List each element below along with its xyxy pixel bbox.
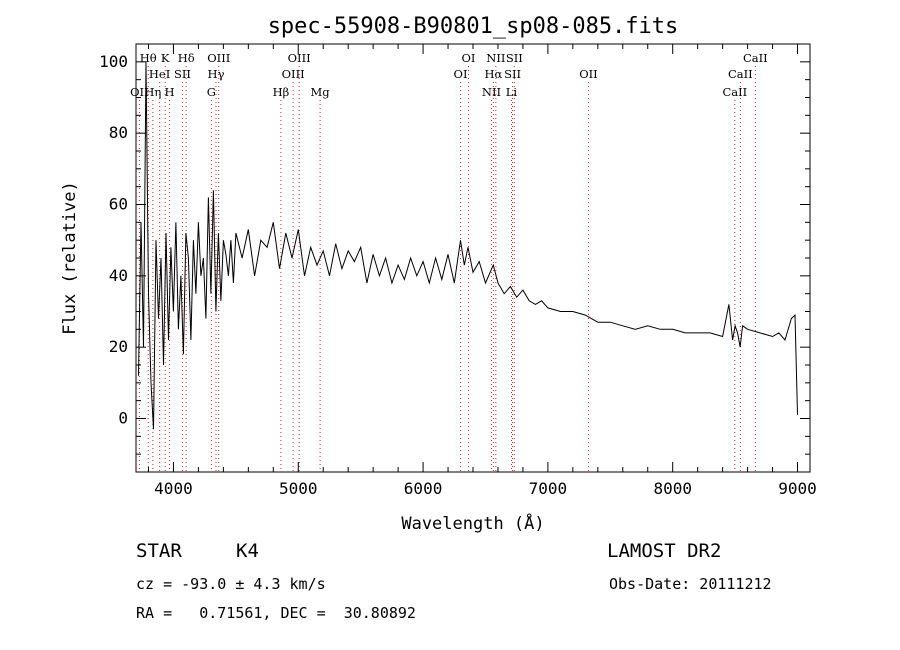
redshift-text: cz = -93.0 ± 4.3 km/s <box>136 575 326 593</box>
plot-frame <box>135 43 811 473</box>
chart-title: spec-55908-B90801_sp08-085.fits <box>268 14 679 39</box>
spectral-line-label: Hγ <box>208 67 225 81</box>
coordinates-text: RA = 0.71561, DEC = 30.80892 <box>136 604 416 622</box>
spectral-line-label: Li <box>506 85 518 99</box>
observation-date: Obs-Date: 20111212 <box>609 575 772 593</box>
spectral-line-label: NII <box>486 51 505 65</box>
spectral-line-label: OI <box>462 51 476 65</box>
x-tick-label: 8000 <box>653 479 692 498</box>
spectral-line-label: SII <box>174 67 191 81</box>
spectral-line-label: CaII <box>722 85 747 99</box>
y-tick-label: 80 <box>109 123 128 142</box>
x-tick-label: 5000 <box>279 479 318 498</box>
spectral-line-label: H <box>165 85 175 99</box>
y-tick-label: 100 <box>99 52 128 71</box>
x-tick-label: 9000 <box>778 479 817 498</box>
spectral-line-label: OIII <box>207 51 230 65</box>
spectral-line-label: HeI <box>149 67 170 81</box>
spectral-line-label: OII <box>130 85 149 99</box>
spectral-line-label: Hθ <box>140 51 157 65</box>
spectral-line-label: OII <box>579 67 598 81</box>
spectral-line-label: Hα <box>484 67 502 81</box>
spectral-line-label: SII <box>504 67 521 81</box>
spectral-line-label: K <box>161 51 170 65</box>
spectral-line-label: CaII <box>728 67 753 81</box>
spectral-line-label: G <box>207 85 216 99</box>
spectral-line-markers <box>138 66 756 472</box>
y-tick-label: 20 <box>109 337 128 356</box>
spectral-line-label: NII <box>482 85 501 99</box>
spectral-line-label: OIII <box>288 51 311 65</box>
survey-name: LAMOST DR2 <box>607 540 722 562</box>
spectral-line-label: Mg <box>311 85 331 99</box>
object-subclass: K4 <box>236 540 259 562</box>
spectral-line-label: OI <box>454 67 468 81</box>
spectral-line-label: Hη <box>144 85 161 99</box>
x-axis-title: Wavelength (Å) <box>401 512 544 534</box>
y-tick-label: 60 <box>109 195 128 214</box>
x-tick-label: 7000 <box>529 479 568 498</box>
y-axis-title: Flux (relative) <box>60 181 80 335</box>
y-tick-label: 0 <box>118 409 128 428</box>
spectral-line-label: Hδ <box>178 51 195 65</box>
spectral-line-label: Hβ <box>273 85 290 99</box>
y-axis-ticks: 0 20 40 60 80 100 <box>99 52 810 455</box>
x-tick-label: 6000 <box>404 479 443 498</box>
x-tick-label: 4000 <box>154 479 193 498</box>
object-class: STAR <box>136 540 182 562</box>
spectrum-line <box>138 61 798 430</box>
y-tick-label: 40 <box>109 266 128 285</box>
spectral-line-label: CaII <box>743 51 768 65</box>
x-axis-ticks: 4000 5000 6000 7000 8000 9000 <box>147 44 817 498</box>
spectral-line-label: SII <box>506 51 523 65</box>
spectral-line-label: OIII <box>282 67 305 81</box>
